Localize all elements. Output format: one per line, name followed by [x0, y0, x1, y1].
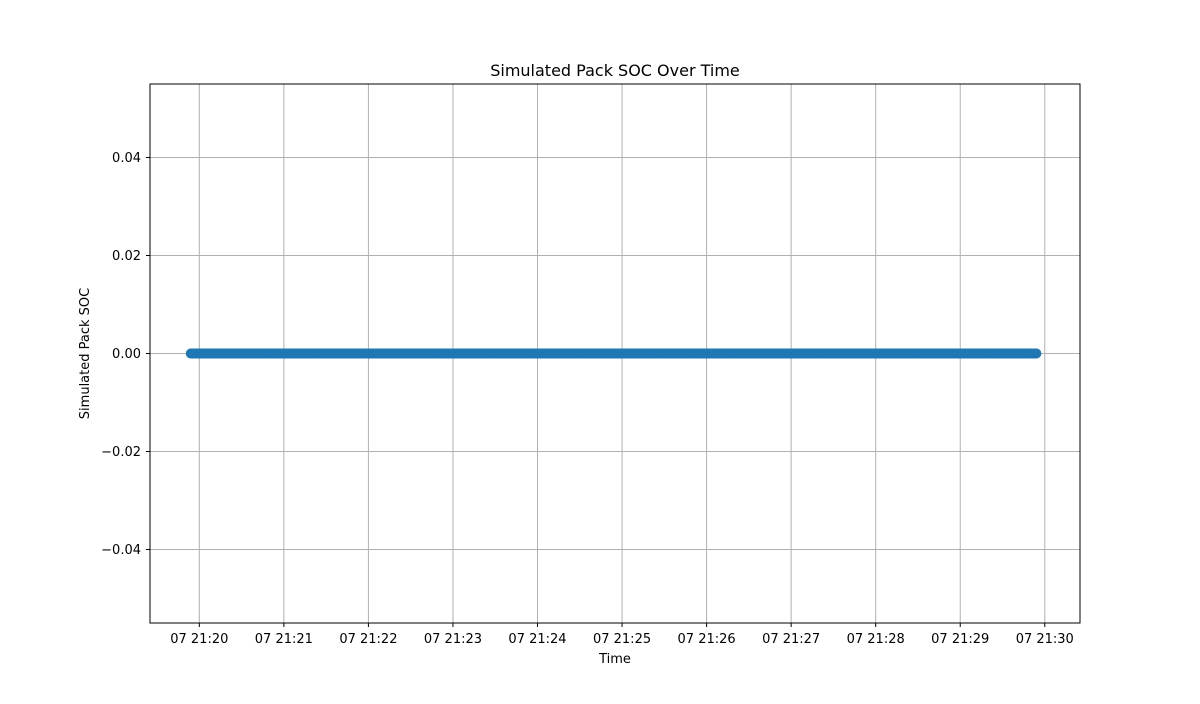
y-tick-label: 0.00 [112, 347, 141, 362]
data-point [693, 348, 704, 359]
x-tick-label: 07 21:27 [762, 632, 820, 647]
tick-layer: 07 21:20 07 21:21 07 21:22 07 21:23 07 21:24… [101, 151, 1074, 647]
data-point [524, 348, 535, 359]
y-tick-label: 0.04 [112, 151, 141, 166]
x-tick-label: 07 21:30 [1016, 632, 1074, 647]
data-point [904, 348, 915, 359]
data-point [989, 348, 1000, 359]
data-point [481, 348, 492, 359]
data-point [1031, 348, 1042, 359]
data-point [354, 348, 365, 359]
data-point [862, 348, 873, 359]
data-point [777, 348, 788, 359]
data-point [735, 348, 746, 359]
data-point [185, 348, 196, 359]
data-point [650, 348, 661, 359]
y-tick-label: 0.02 [112, 249, 141, 264]
x-tick-label: 07 21:25 [593, 632, 651, 647]
x-tick-label: 07 21:29 [931, 632, 989, 647]
y-tick-label: −0.02 [101, 445, 141, 460]
x-tick-label: 07 21:24 [508, 632, 566, 647]
data-point [312, 348, 323, 359]
data-point [228, 348, 239, 359]
chart-title: Simulated Pack SOC Over Time [490, 61, 740, 80]
data-layer [185, 348, 1042, 359]
x-tick-label: 07 21:26 [678, 632, 736, 647]
data-point [946, 348, 957, 359]
x-axis-title: Time [598, 652, 631, 667]
data-point [439, 348, 450, 359]
data-point [608, 348, 619, 359]
x-tick-label: 07 21:21 [255, 632, 313, 647]
x-tick-label: 07 21:22 [339, 632, 397, 647]
data-point [819, 348, 830, 359]
data-point [270, 348, 281, 359]
x-tick-label: 07 21:28 [847, 632, 905, 647]
data-point [566, 348, 577, 359]
x-tick-label: 07 21:20 [170, 632, 228, 647]
y-tick-label: −0.04 [101, 543, 141, 558]
data-point [397, 348, 408, 359]
y-axis-title: Simulated Pack SOC [78, 288, 93, 419]
x-tick-label: 07 21:23 [424, 632, 482, 647]
